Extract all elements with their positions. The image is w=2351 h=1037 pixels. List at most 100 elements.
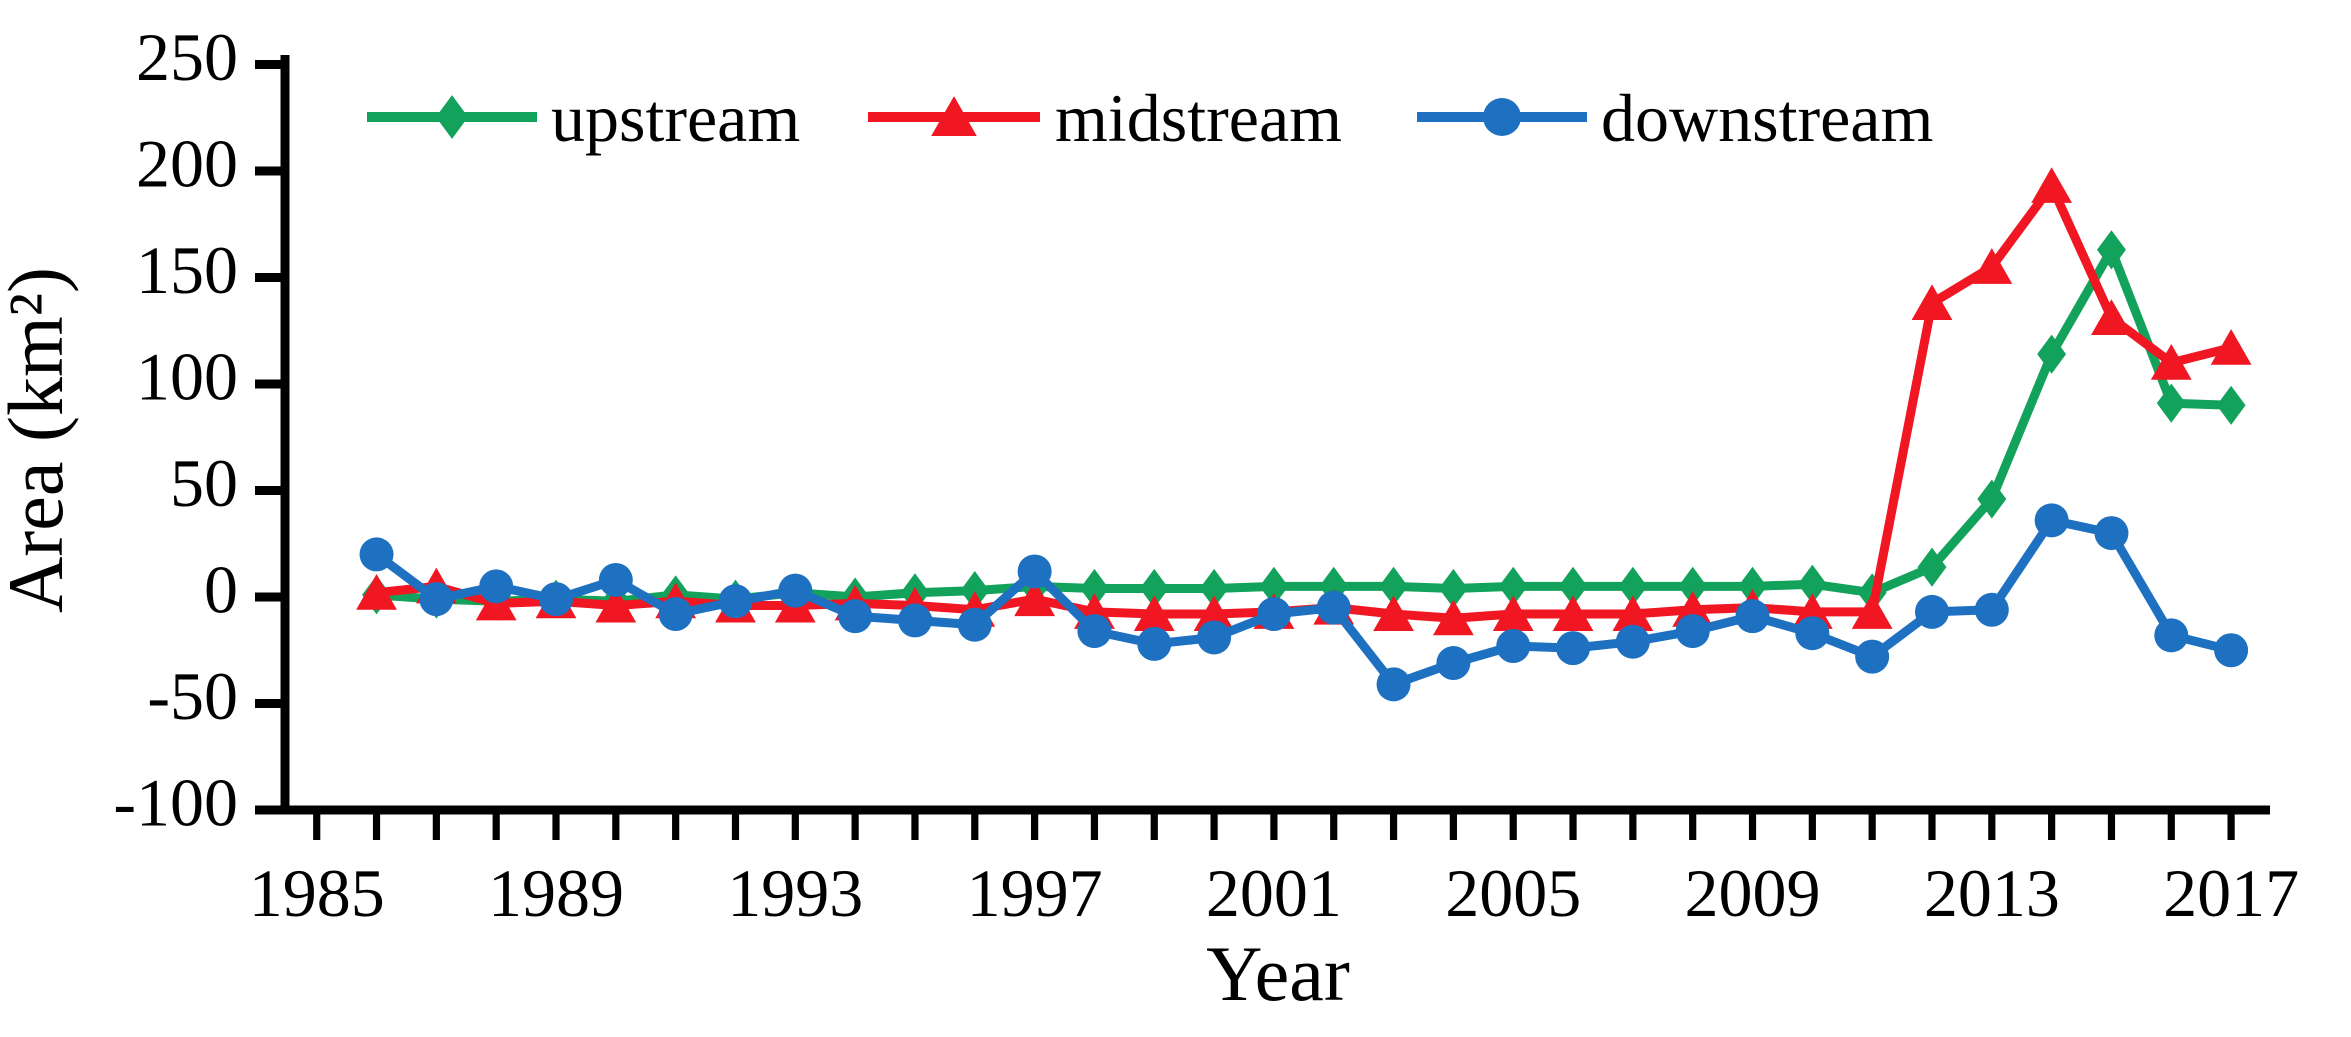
marker-diamond	[2097, 230, 2126, 270]
marker-triangle	[1014, 580, 1056, 617]
marker-triangle	[1133, 595, 1175, 632]
marker-diamond	[1917, 547, 1947, 587]
marker-diamond	[1199, 568, 1229, 609]
marker-triangle	[1432, 599, 1474, 636]
marker-circle	[838, 599, 873, 634]
x-tick-label: 2009	[1685, 855, 1821, 931]
marker-triangle	[1851, 593, 1893, 629]
marker-circle	[2154, 618, 2189, 653]
y-tick-label: 0	[204, 552, 238, 628]
series-line-upstream	[372, 245, 2236, 606]
legend-item-midstream: midstream	[868, 80, 1342, 156]
marker-triangle	[1911, 284, 1953, 321]
y-axis-title: Area (km²)	[0, 267, 79, 613]
marker-circle	[479, 569, 514, 604]
y-tick-label: 250	[136, 19, 238, 95]
marker-circle	[539, 582, 574, 617]
marker-circle	[1316, 590, 1351, 625]
marker-diamond	[2037, 334, 2067, 374]
legend-item-downstream: downstream	[1417, 80, 1933, 156]
marker-diamond	[1738, 566, 1767, 606]
marker-diamond	[1079, 568, 1109, 609]
series-downstream	[359, 503, 2249, 702]
marker-circle	[1855, 639, 1890, 674]
x-tick-label: 2001	[1206, 855, 1342, 931]
y-tick-label: 200	[136, 126, 238, 202]
marker-triangle	[1492, 595, 1534, 632]
marker-diamond	[1558, 566, 1588, 606]
x-tick-label: 2017	[2163, 855, 2299, 931]
x-tick-label: 1993	[727, 855, 863, 931]
marker-diamond	[2156, 383, 2186, 423]
x-tick-label: 1997	[967, 855, 1103, 931]
marker-circle	[1615, 624, 1650, 659]
marker-circle	[1077, 614, 1112, 649]
marker-circle	[1795, 616, 1830, 651]
marker-circle	[1974, 592, 2009, 627]
marker-circle	[359, 537, 394, 572]
y-tick-label: -50	[147, 658, 238, 734]
marker-triangle	[2150, 344, 2192, 380]
marker-circle	[2094, 516, 2129, 551]
marker-circle	[897, 603, 932, 638]
marker-circle	[1914, 594, 1949, 629]
x-tick-label: 2013	[1924, 855, 2060, 931]
x-axis-title: Year	[1206, 930, 1350, 1017]
legend-label: downstream	[1601, 80, 1933, 156]
marker-diamond	[1618, 566, 1648, 606]
marker-circle	[1556, 631, 1591, 666]
marker-circle	[1017, 554, 1052, 589]
marker-triangle	[595, 586, 637, 623]
marker-circle	[1483, 98, 1521, 136]
series-midstream	[356, 167, 2252, 636]
marker-diamond	[2216, 385, 2246, 425]
marker-triangle	[1373, 595, 1414, 632]
marker-triangle	[2031, 167, 2073, 203]
marker-triangle	[1552, 595, 1594, 632]
legend-label: midstream	[1055, 80, 1342, 156]
marker-triangle	[2091, 299, 2132, 335]
marker-circle	[1256, 597, 1291, 632]
marker-triangle	[1971, 248, 2013, 284]
y-tick-label: 100	[136, 339, 238, 415]
marker-circle	[1436, 646, 1471, 681]
marker-circle	[1376, 667, 1411, 702]
marker-diamond	[1379, 566, 1409, 606]
y-tick-label: -100	[113, 765, 238, 841]
marker-circle	[2034, 503, 2069, 538]
marker-diamond	[1797, 564, 1827, 604]
marker-diamond	[1977, 479, 2007, 519]
marker-circle	[1735, 599, 1770, 634]
marker-diamond	[1498, 566, 1528, 606]
marker-triangle	[931, 96, 977, 136]
marker-circle	[658, 597, 693, 632]
marker-circle	[598, 562, 633, 597]
series-line-midstream	[372, 181, 2236, 623]
marker-diamond	[1438, 568, 1468, 609]
marker-circle	[419, 582, 454, 617]
y-tick-label: 50	[170, 445, 238, 521]
marker-triangle	[2210, 329, 2252, 365]
marker-circle	[778, 573, 813, 608]
y-tick-label: 150	[136, 232, 238, 308]
x-tick-label: 2005	[1445, 855, 1581, 931]
marker-triangle	[1612, 595, 1654, 632]
marker-diamond	[435, 95, 469, 139]
marker-diamond	[1259, 566, 1289, 606]
marker-circle	[1496, 628, 1531, 663]
marker-triangle	[1193, 595, 1235, 632]
marker-diamond	[1139, 568, 1169, 609]
marker-circle	[2214, 633, 2249, 668]
x-tick-label: 1985	[249, 855, 385, 931]
marker-circle	[957, 607, 992, 642]
legend-label: upstream	[551, 80, 800, 156]
x-tick-label: 1989	[488, 855, 624, 931]
marker-diamond	[1678, 566, 1708, 606]
marker-circle	[1675, 614, 1710, 649]
marker-triangle	[356, 574, 397, 610]
marker-circle	[718, 584, 753, 619]
legend: upstream midstream downstream	[367, 80, 1933, 156]
